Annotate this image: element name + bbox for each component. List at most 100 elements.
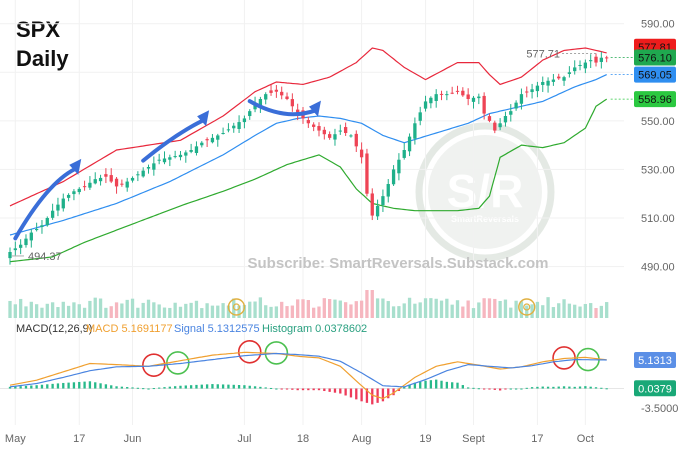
volume-bar (173, 302, 177, 318)
candle-body (173, 156, 177, 158)
y-tick-label: 490.00 (641, 262, 675, 274)
macd-histogram-bar (600, 387, 603, 389)
candle-body (312, 124, 316, 127)
candle-body (237, 122, 241, 129)
macd-histogram-bar (440, 380, 443, 389)
macd-histogram-bar (46, 384, 49, 389)
volume-bar (130, 298, 135, 318)
macd-histogram-bar (530, 387, 534, 389)
macd-badge-label: 5.1313 (638, 355, 672, 367)
macd-histogram-bar (83, 381, 86, 389)
macd-panel (0, 351, 624, 405)
candle-body (285, 96, 289, 99)
candle-body (280, 91, 284, 96)
macd-histogram-bar (333, 388, 337, 393)
macd-histogram-bar (493, 388, 496, 390)
candle-body (599, 57, 603, 62)
volume-bar (280, 301, 284, 318)
volume-bar (605, 302, 609, 318)
gridlines (0, 0, 624, 425)
macd-histogram-bar (227, 384, 230, 389)
volume-bar (221, 303, 225, 318)
macd-histogram-bar (488, 388, 491, 390)
price-badge-label: 576.10 (638, 52, 672, 64)
low-price-label: 494.37 (28, 251, 62, 263)
candle-body (589, 60, 593, 62)
macd-histogram-bar (142, 388, 145, 390)
candle-body (184, 152, 188, 156)
volume-bar (189, 302, 193, 318)
volume-bar (114, 302, 119, 318)
macd-histogram-bar (435, 379, 438, 389)
candle-body (402, 150, 406, 158)
macd-histogram-bar (264, 387, 267, 389)
candle-body (466, 94, 470, 99)
volume-bar (370, 290, 374, 318)
candle-body (562, 77, 566, 81)
candle-body (98, 177, 103, 182)
volume-bar (562, 299, 566, 318)
volume-bar (178, 306, 183, 318)
candle-body (168, 157, 172, 160)
volume-bar (66, 305, 71, 318)
macd-histogram-bar (275, 388, 278, 390)
volume-bar (567, 303, 572, 318)
volume-bar (24, 306, 28, 318)
candle-body (24, 238, 28, 246)
macd-histogram-bar (307, 388, 310, 391)
candle-body (338, 130, 342, 132)
candle-body (317, 126, 321, 131)
volume-bar (445, 298, 449, 318)
macd-histogram-bar (285, 388, 289, 390)
macd-histogram-bar (158, 387, 161, 389)
candle-body (109, 175, 113, 182)
volume-bar (514, 300, 518, 318)
macd-histogram-bar (110, 385, 113, 389)
volume-bar (498, 300, 502, 318)
candle-body (125, 181, 129, 188)
macd-histogram-bar (365, 388, 369, 403)
volume-bar (194, 300, 199, 318)
macd-histogram-bar (51, 383, 54, 389)
macd-histogram-bar (445, 381, 449, 389)
volume-bar (359, 300, 364, 318)
macd-histogram-bar (509, 388, 512, 390)
candle-body (72, 191, 76, 195)
logo-name: SmartReversals (451, 214, 519, 224)
macd-histogram-bar (216, 384, 219, 389)
volume-bar (264, 305, 268, 318)
macd-histogram-bar (40, 384, 44, 389)
volume-bar (216, 305, 220, 318)
macd-histogram-bar (126, 387, 129, 389)
candle-body (471, 97, 476, 102)
macd-histogram-bar (78, 381, 81, 389)
volume-bar (141, 302, 145, 318)
trend-arrow-head (69, 158, 82, 175)
macd-histogram-bar (387, 388, 390, 399)
volume-circle-inner (523, 303, 531, 311)
volume-bar (29, 301, 33, 318)
volume-bar (40, 307, 44, 318)
macd-histogram-bar (605, 388, 608, 390)
volume-bar (471, 308, 476, 318)
volume-bar (290, 305, 295, 318)
candle-body (365, 153, 369, 194)
x-tick-label: Aug (352, 433, 372, 445)
candle-body (503, 116, 508, 123)
macd-histogram-bar (179, 385, 182, 389)
candle-body (194, 146, 199, 153)
x-tick-label: Jul (237, 433, 251, 445)
macd-histogram-bar (589, 386, 592, 389)
candle-body (296, 109, 300, 114)
volume-bar (146, 299, 151, 318)
volume-bar (184, 303, 188, 318)
volume-bar (423, 298, 428, 318)
macd-histogram-bar (424, 380, 427, 389)
volume-bar (354, 301, 358, 318)
candle-body (34, 228, 39, 231)
volume-bar (482, 298, 486, 318)
volume-bar (317, 306, 321, 318)
candle-body (221, 133, 225, 134)
macd-legend-histogram: Histogram 0.0378602 (262, 323, 367, 335)
